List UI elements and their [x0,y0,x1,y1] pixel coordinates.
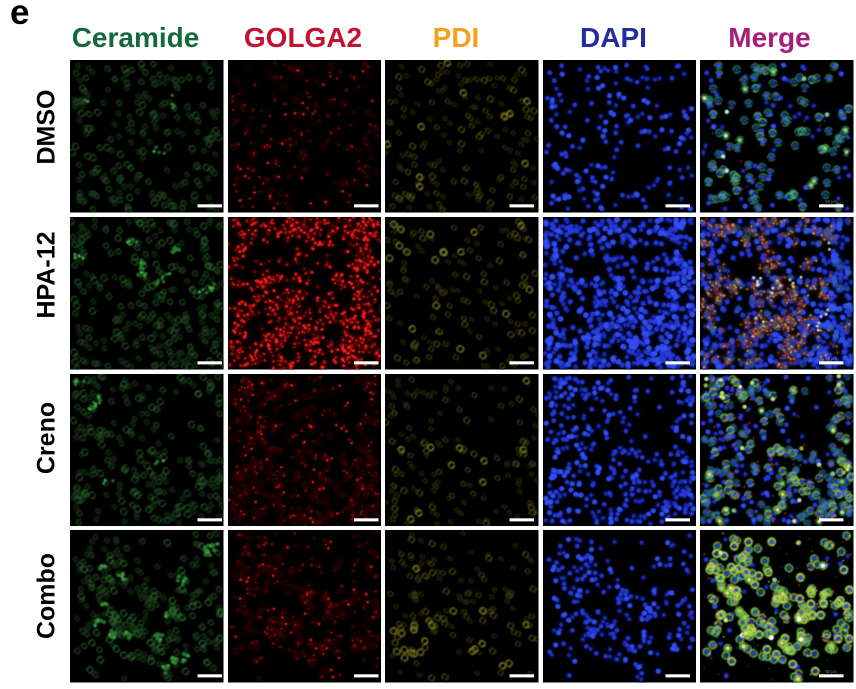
svg-text:50 μm: 50 μm [826,199,838,204]
svg-text:50 μm: 50 μm [826,356,838,361]
svg-text:50 μm: 50 μm [826,513,838,518]
svg-text:50 μm: 50 μm [826,669,838,674]
